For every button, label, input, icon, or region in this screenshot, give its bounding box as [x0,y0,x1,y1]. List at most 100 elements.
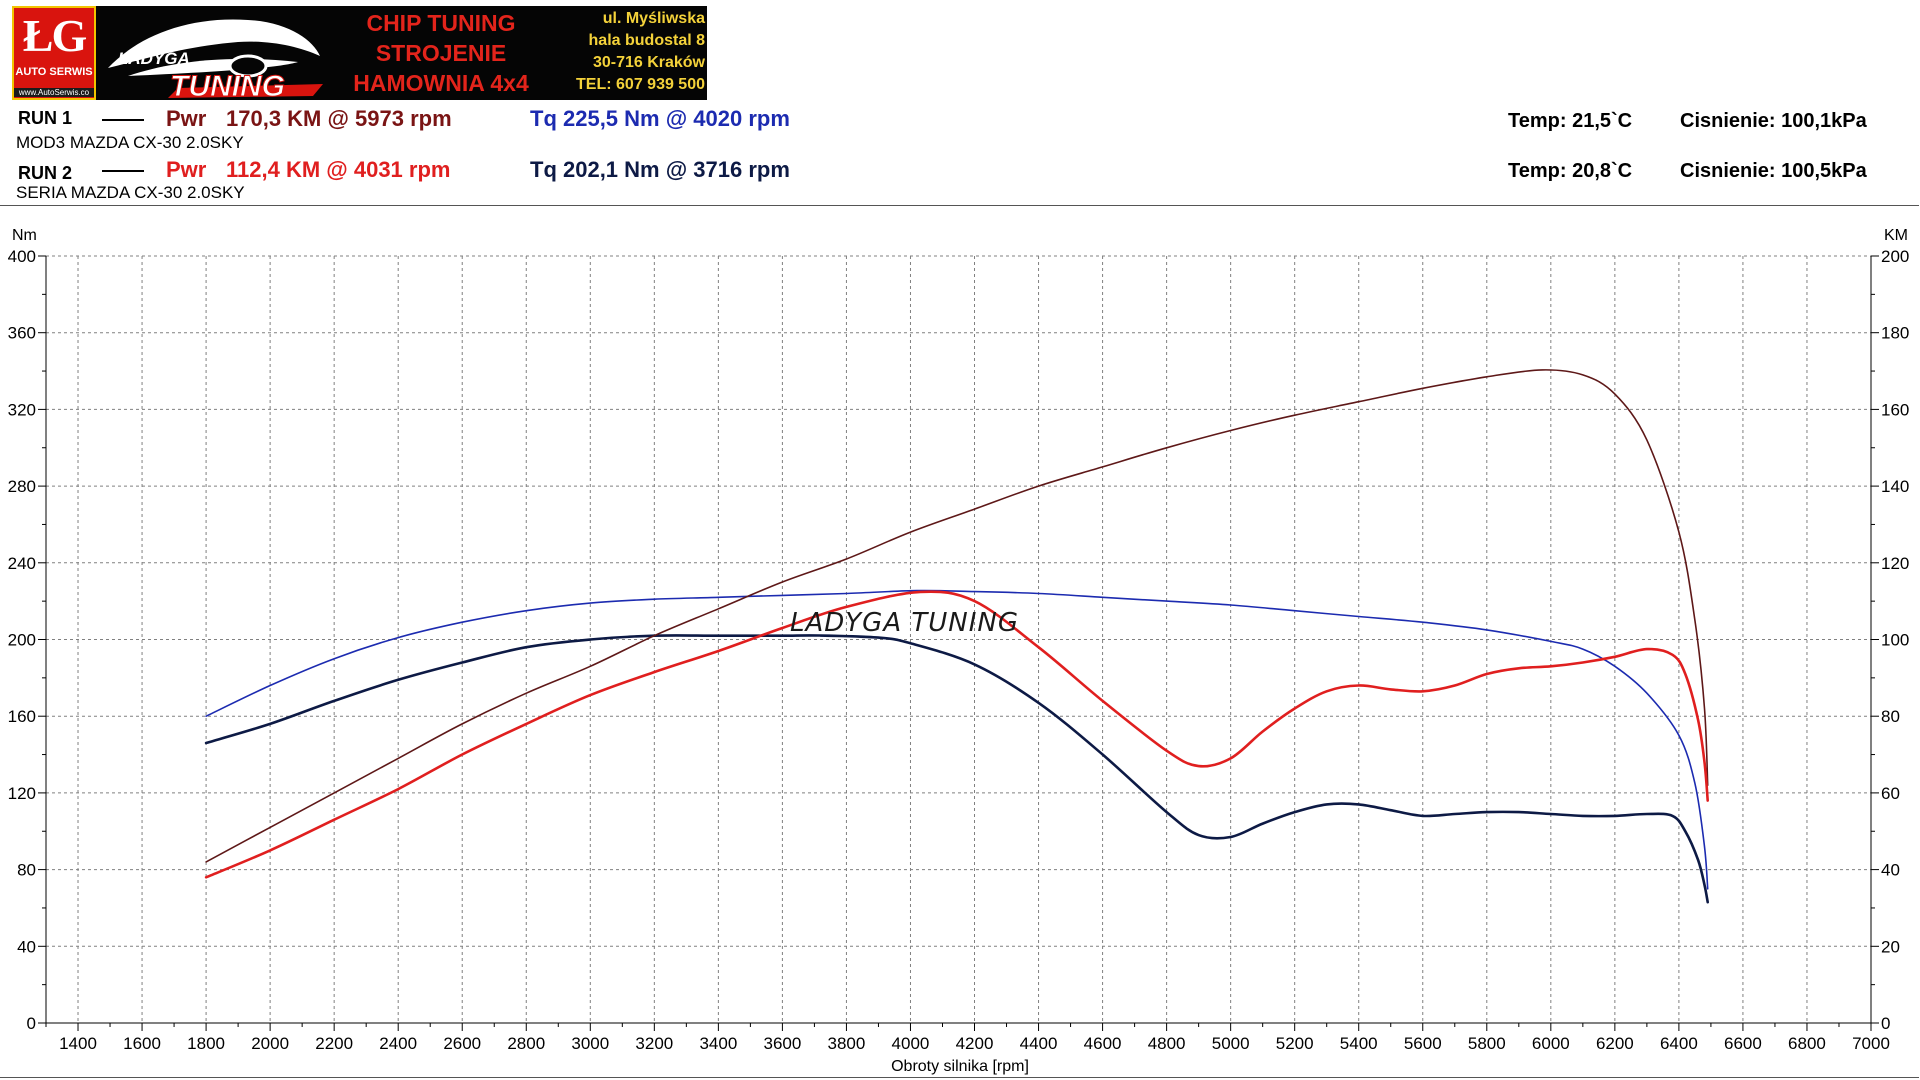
run2-torque-peak: Tq 202,1 Nm @ 3716 rpm [530,157,790,182]
y-left-ticks: 0 40 80 120 160 200 240 280 320 360 400 [8,247,36,1033]
run2-label: RUN 2 [18,163,73,183]
y-left-tick-label: 360 [8,324,36,343]
y-left-tick-label: 280 [8,477,36,496]
y-right-tick-label: 200 [1881,247,1909,266]
x-tick-label: 6000 [1532,1034,1570,1053]
x-tick-label: 3600 [763,1034,801,1053]
chart-frame: 1400 1600 1800 2000 2200 2400 2600 2800 3000 3200… [0,205,1919,1078]
y-left-tick-label: 40 [17,937,36,956]
x-tick-label: 1600 [123,1034,161,1053]
y-right-tick-label: 100 [1881,631,1909,650]
y-left-tick-label: 80 [17,861,36,880]
y-right-tick-label: 140 [1881,477,1909,496]
logo-website: www.AutoSerwis.co [14,88,94,97]
lg-auto-serwis-logo: ŁG AUTO SERWIS www.AutoSerwis.co [12,6,96,100]
x-tick-label: 1400 [59,1034,97,1053]
address-line: TEL: 607 939 500 [576,76,705,93]
run2-power-prefix: Pwr [166,157,207,182]
brand-top-text: ŁADYGA [117,49,190,68]
chip-tuning-title: CHIP TUNING STROJENIE HAMOWNIA 4x4 [312,8,570,98]
address-line: hala budostal 8 [588,32,705,49]
run1-label: RUN 1 [18,108,73,128]
chip-line: STROJENIE [375,40,507,66]
chip-line: CHIP TUNING [366,10,516,36]
run1-pressure: Cisnienie: 100,1kPa [1680,110,1867,132]
run1-power-curve [205,369,1709,863]
y-right-tick-label: 0 [1881,1014,1890,1033]
x-axis-ticks: 1400 1600 1800 2000 2200 2400 2600 2800 3000 3200… [59,1034,1890,1053]
x-tick-label: 5000 [1212,1034,1250,1053]
run2-power-peak: 112,4 KM @ 4031 rpm [226,157,451,182]
x-tick-label: 2800 [507,1034,545,1053]
x-tick-label: 6600 [1724,1034,1762,1053]
run2-description: SERIA MAZDA CX-30 2.0SKY [16,183,245,202]
chart-grid [46,255,1872,1023]
chart-curves [204,369,1709,904]
y-right-tick-label: 180 [1881,324,1909,343]
x-tick-label: 4200 [956,1034,994,1053]
run1-temperature: Temp: 21,5`C [1508,110,1633,132]
run1-power-peak: 170,3 KM @ 5973 rpm [226,106,452,131]
y-right-ticks: 0 20 40 60 80 100 120 140 160 180 200 [1881,247,1909,1033]
run1-line-sample [102,119,144,121]
x-tick-label: 5400 [1340,1034,1378,1053]
x-tick-label: 5200 [1276,1034,1314,1053]
x-tick-label: 2400 [379,1034,417,1053]
x-tick-label: 6800 [1788,1034,1826,1053]
ladyga-tuning-logo: ŁADYGA TUNING [108,19,323,100]
y-left-tick-label: 200 [8,631,36,650]
run1-torque-curve [205,589,1709,890]
logo-subtitle: AUTO SERWIS [15,66,93,78]
logo-mark: ŁG [22,10,87,61]
run2-temperature: Temp: 20,8`C [1508,160,1633,182]
brand-bottom-text: TUNING [170,70,285,100]
x-tick-label: 4800 [1148,1034,1186,1053]
x-tick-label: 1800 [187,1034,225,1053]
x-tick-label: 5600 [1404,1034,1442,1053]
x-tick-label: 2600 [443,1034,481,1053]
run1-torque-peak: Tq 225,5 Nm @ 4020 rpm [530,106,790,131]
x-tick-label: 4600 [1084,1034,1122,1053]
y-left-tick-label: 160 [8,707,36,726]
x-tick-label: 6400 [1660,1034,1698,1053]
chip-line: HAMOWNIA 4x4 [353,70,529,96]
run2-pressure: Cisnienie: 100,5kPa [1680,160,1867,182]
y-right-tick-label: 20 [1881,937,1900,956]
x-tick-label: 3000 [571,1034,609,1053]
contact-address: ul. Myśliwska hala budostal 8 30-716 Kra… [552,8,705,96]
x-tick-label: 7000 [1852,1034,1890,1053]
y-right-tick-label: 40 [1881,861,1900,880]
x-tick-label: 3800 [828,1034,866,1053]
watermark: LADYGA TUNING [790,608,1019,638]
run1-power-prefix: Pwr [166,106,207,131]
y-left-unit: Nm [12,227,37,244]
x-axis-label: Obroty silnika [rpm] [891,1058,1029,1075]
run2-line-sample [102,170,144,172]
x-tick-label: 2200 [315,1034,353,1053]
dyno-chart: 1400 1600 1800 2000 2200 2400 2600 2800 3000 3200… [8,227,1910,1075]
x-tick-label: 4400 [1020,1034,1058,1053]
chart-axes [38,255,1879,1031]
run2-torque-curve [204,634,1709,904]
run1-description: MOD3 MAZDA CX-30 2.0SKY [16,133,244,152]
y-left-tick-label: 120 [8,784,36,803]
x-tick-label: 5800 [1468,1034,1506,1053]
run2-power-curve [204,590,1709,879]
y-right-tick-label: 160 [1881,400,1909,419]
header-banner: ŁG AUTO SERWIS www.AutoSerwis.co ŁADYGA … [12,6,707,100]
x-tick-label: 4000 [892,1034,930,1053]
y-right-tick-label: 60 [1881,784,1900,803]
y-right-tick-label: 120 [1881,554,1909,573]
y-left-tick-label: 240 [8,554,36,573]
y-left-tick-label: 320 [8,400,36,419]
y-right-tick-label: 80 [1881,707,1900,726]
x-tick-label: 3200 [635,1034,673,1053]
y-left-tick-label: 400 [8,247,36,266]
x-tick-label: 6200 [1596,1034,1634,1053]
address-line: 30-716 Kraków [592,54,705,71]
x-tick-label: 3400 [699,1034,737,1053]
y-left-tick-label: 0 [27,1014,36,1033]
x-tick-label: 2000 [251,1034,289,1053]
y-right-unit: KM [1884,227,1908,244]
address-line: ul. Myśliwska [602,10,705,27]
